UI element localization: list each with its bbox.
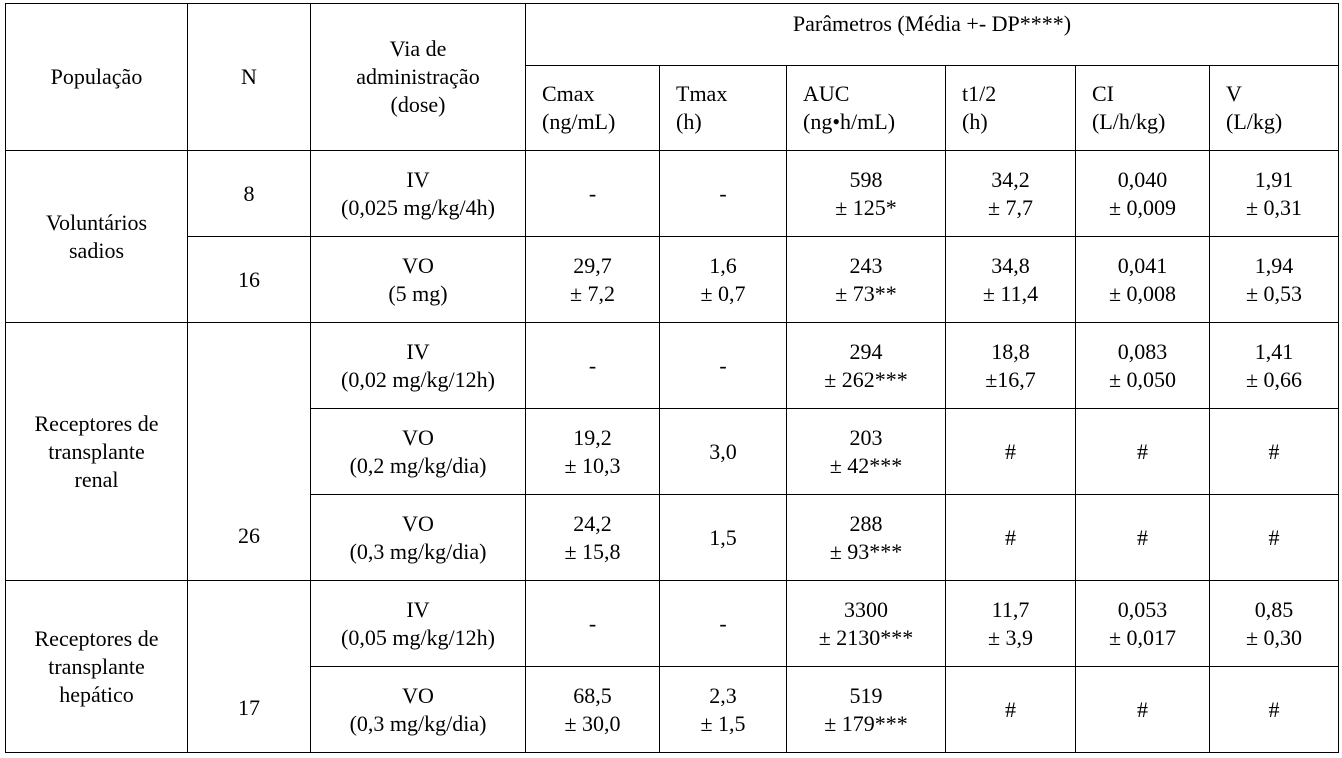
value-cell: 519 ± 179*** (786, 666, 946, 753)
header-population: População (5, 3, 188, 151)
route-cell: VO (0,3 mg/kg/dia) (310, 666, 526, 753)
value-cell: 18,8 ±16,7 (945, 322, 1076, 409)
route-cell: IV (0,025 mg/kg/4h) (310, 150, 526, 237)
n-cell: 16 (187, 236, 311, 323)
table-row: Voluntários sadios 8 IV (0,025 mg/kg/4h) - -… (5, 150, 1340, 323)
value-cell: 0,85 ± 0,30 (1208, 580, 1340, 667)
value-cell: 1,94 ± 0,53 (1208, 236, 1340, 323)
header-column: CI (L/h/kg) (1075, 65, 1210, 151)
route-cell: VO (5 mg) (310, 236, 526, 323)
value-cell: 0,053 ± 0,017 (1075, 580, 1210, 667)
value-cell: 24,2 ± 15,8 (525, 494, 660, 581)
value-cell: 3300 ± 2130*** (786, 580, 946, 667)
value-cell: 34,8 ± 11,4 (945, 236, 1076, 323)
value-cell: 294 ± 262*** (786, 322, 946, 409)
value-cell: 0,041 ± 0,008 (1075, 236, 1210, 323)
value-cell: 598 ± 125* (786, 150, 946, 237)
value-cell: 0,083 ± 0,050 (1075, 322, 1210, 409)
value-cell: # (945, 408, 1076, 495)
header-column: Tmax (h) (659, 65, 787, 151)
value-cell: 19,2 ± 10,3 (525, 408, 660, 495)
header-column: V (L/kg) (1208, 65, 1340, 151)
table-row: 16 VO (5 mg) 29,7 ± 7,2 1,6 ± 0,7 243 ± 73**… (6, 236, 1340, 323)
header-column: Cmax (ng/mL) (525, 65, 660, 151)
value-cell: # (1075, 494, 1210, 581)
value-cell: 29,7 ± 7,2 (525, 236, 660, 323)
value-cell: 1,41 ± 0,66 (1208, 322, 1340, 409)
value-cell: 68,5 ± 30,0 (525, 666, 660, 753)
header-column: AUC (ng•h/mL) (786, 65, 946, 151)
value-cell: # (945, 666, 1076, 753)
value-cell: # (1208, 408, 1340, 495)
population-cell: Receptores de transplante renal (5, 322, 188, 581)
table-row: População N Via de administração (dose) Par… (5, 3, 1340, 151)
value-cell: 288 ± 93*** (786, 494, 946, 581)
table-row: Receptores de transplante hepático 17 IV (… (5, 580, 1340, 753)
value-cell: - (525, 150, 660, 237)
table-row: VO (0,3 mg/kg/dia) 24,2 ± 15,8 1,5 288 ± 93… (6, 494, 1340, 581)
route-cell: IV (0,02 mg/kg/12h) (310, 322, 526, 409)
value-cell: - (659, 322, 787, 409)
value-cell: 11,7 ± 3,9 (945, 580, 1076, 667)
value-cell: 34,2 ± 7,7 (945, 150, 1076, 237)
value-cell: # (1208, 666, 1340, 753)
pharmacokinetics-table: População N Via de administração (dose) Par… (5, 3, 1340, 753)
header-n: N (187, 3, 311, 151)
population-cell: Voluntários sadios (5, 150, 188, 323)
header-column: t1/2 (h) (945, 65, 1076, 151)
route-cell: VO (0,3 mg/kg/dia) (310, 494, 526, 581)
value-cell: 3,0 (659, 408, 787, 495)
table-row: Receptores de transplante renal 26 IV (0,0… (5, 322, 1340, 581)
value-cell: # (1208, 494, 1340, 581)
value-cell: - (659, 580, 787, 667)
n-cell: 17 (187, 580, 311, 753)
value-cell: - (525, 580, 660, 667)
value-cell: - (659, 150, 787, 237)
value-cell: 1,5 (659, 494, 787, 581)
header-route: Via de administração (dose) (310, 3, 526, 151)
table-row: VO (0,3 mg/kg/dia) 68,5 ± 30,0 2,3 ± 1,5 51… (6, 666, 1340, 753)
value-cell: # (1075, 408, 1210, 495)
value-cell: 243 ± 73** (786, 236, 946, 323)
value-cell: 1,91 ± 0,31 (1208, 150, 1340, 237)
value-cell: 203 ± 42*** (786, 408, 946, 495)
header-parameters: Parâmetros (Média +- DP****) (524, 3, 1340, 66)
value-cell: - (525, 322, 660, 409)
value-cell: 2,3 ± 1,5 (659, 666, 787, 753)
route-cell: IV (0,05 mg/kg/12h) (310, 580, 526, 667)
value-cell: 0,040 ± 0,009 (1075, 150, 1210, 237)
n-cell: 26 (187, 322, 311, 581)
population-cell: Receptores de transplante hepático (5, 580, 188, 753)
route-cell: VO (0,2 mg/kg/dia) (310, 408, 526, 495)
value-cell: # (945, 494, 1076, 581)
value-cell: # (1075, 666, 1210, 753)
n-cell: 8 (187, 150, 311, 237)
value-cell: 1,6 ± 0,7 (659, 236, 787, 323)
table-body: População N Via de administração (dose) Par… (5, 3, 1340, 753)
